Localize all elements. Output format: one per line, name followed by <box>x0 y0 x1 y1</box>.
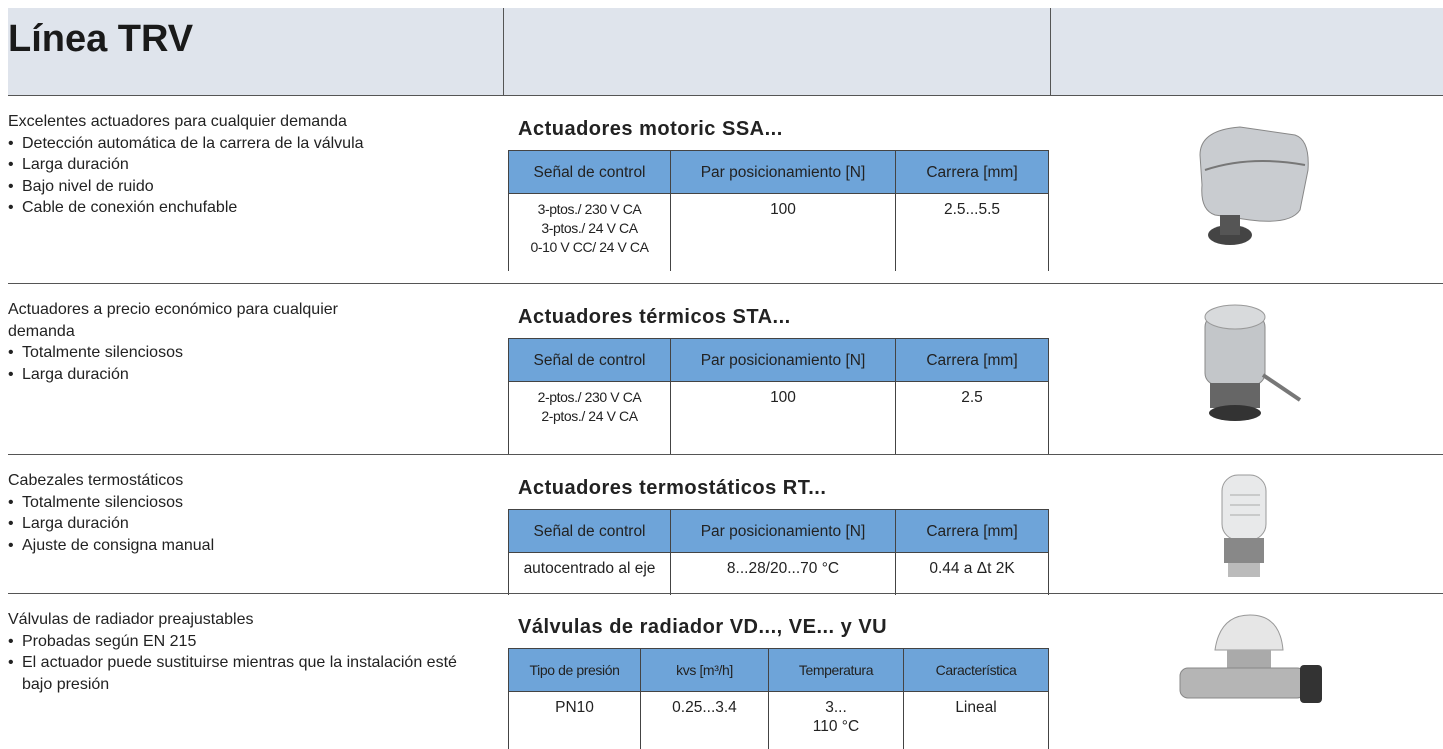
bullet: Probadas según EN 215 <box>8 631 488 653</box>
cell-line: 2.5 <box>961 389 983 406</box>
cell-line: 3... <box>825 699 847 716</box>
bullet: Larga duración <box>8 364 488 386</box>
data-cell: 8...28/20...70 °C <box>670 552 896 595</box>
page-title: Línea TRV <box>8 18 194 60</box>
header-cell: Carrera [mm] <box>895 338 1049 382</box>
header-cell: Par posicionamiento [N] <box>670 150 896 194</box>
header-row: Tipo de presión kvs [m³/h] Temperatura Cara… <box>508 648 1049 692</box>
header-cell: Señal de control <box>508 338 671 382</box>
bullet: Bajo nivel de ruido <box>8 176 488 198</box>
header-cell: Señal de control <box>508 150 671 194</box>
cell-line: PN10 <box>555 699 594 716</box>
data-row: autocentrado al eje 8...28/20...70 °C 0.44… <box>508 552 1049 595</box>
spec-table: Tipo de presión kvs [m³/h] Temperatura Cara… <box>508 648 1049 749</box>
product-title: Actuadores termostáticos RT... <box>518 477 827 499</box>
intro: Válvulas de radiador preajustables <box>8 611 254 628</box>
product-title: Actuadores motoric SSA... <box>518 118 783 140</box>
cell-line: 100 <box>770 201 796 218</box>
cell-line: 0-10 V CC/ 24 V CA <box>530 239 649 255</box>
header-cell: Carrera [mm] <box>895 150 1049 194</box>
section-divider <box>8 454 1443 455</box>
data-row: 3-ptos./ 230 V CA 3-ptos./ 24 V CA 0-10 V … <box>508 193 1049 271</box>
data-cell: 3... 110 °C <box>768 691 904 749</box>
product-image <box>1179 614 1322 703</box>
cell-line: 110 °C <box>812 718 860 735</box>
intro: Excelentes actuadores para cualquier dem… <box>8 113 347 130</box>
intro: Cabezales termostáticos <box>8 472 184 489</box>
divider <box>503 8 504 95</box>
header-row: Señal de control Par posicionamiento [N] C… <box>508 509 1049 553</box>
data-row: 2-ptos./ 230 V CA 2-ptos./ 24 V CA 100 2.5 <box>508 381 1049 455</box>
data-cell: 0.25...3.4 <box>640 691 769 749</box>
bullet: Ajuste de consigna manual <box>8 535 488 557</box>
cell-line: 3-ptos./ 24 V CA <box>541 220 638 236</box>
data-cell: autocentrado al eje <box>508 552 671 595</box>
description: Actuadores a precio económico para cualq… <box>8 299 488 385</box>
cell-line: 0.44 a Δt 2K <box>929 560 1015 577</box>
description: Válvulas de radiador preajustables Probad… <box>8 609 488 695</box>
cell-line: autocentrado al eje <box>523 560 656 577</box>
header-band <box>8 8 1443 95</box>
data-cell: Lineal <box>903 691 1049 749</box>
bullet: Larga duración <box>8 154 488 176</box>
header-cell: Carrera [mm] <box>895 509 1049 553</box>
cell-line: Lineal <box>955 699 997 716</box>
bullet: Larga duración <box>8 513 488 535</box>
header-cell: Señal de control <box>508 509 671 553</box>
bullet: Cable de conexión enchufable <box>8 197 488 219</box>
description: Cabezales termostáticos Totalmente silenc… <box>8 470 488 556</box>
header-cell: Característica <box>903 648 1049 692</box>
spec-table: Señal de control Par posicionamiento [N] C… <box>508 150 1049 271</box>
header-row: Señal de control Par posicionamiento [N] C… <box>508 150 1049 194</box>
cell-line: 100 <box>770 389 796 406</box>
header-cell: Par posicionamiento [N] <box>670 509 896 553</box>
header-cell: Tipo de presión <box>508 648 641 692</box>
cell-line: 2-ptos./ 230 V CA <box>537 389 642 405</box>
data-cell: 0.44 a Δt 2K <box>895 552 1049 595</box>
data-cell: 2.5 <box>895 381 1049 455</box>
cell-line: 2.5...5.5 <box>943 201 1000 218</box>
section-divider <box>8 283 1443 284</box>
data-cell: 3-ptos./ 230 V CA 3-ptos./ 24 V CA 0-10 V … <box>508 193 671 271</box>
cell-line: 2-ptos./ 24 V CA <box>541 408 638 424</box>
data-cell: 2-ptos./ 230 V CA 2-ptos./ 24 V CA <box>508 381 671 455</box>
bullet: Detección automática de la carrera de la… <box>8 133 488 155</box>
product-image <box>1221 474 1267 577</box>
bullet: El actuador puede sustituirse mientras q… <box>8 652 488 695</box>
data-cell: 100 <box>670 193 896 271</box>
spec-table: Señal de control Par posicionamiento [N] C… <box>508 338 1049 455</box>
cell-line: 0.25...3.4 <box>672 699 737 716</box>
product-image <box>1204 304 1302 421</box>
bullet: Totalmente silenciosos <box>8 342 488 364</box>
cell-line: 3-ptos./ 230 V CA <box>537 201 642 217</box>
cell-line: 8...28/20...70 °C <box>726 560 840 577</box>
product-title: Válvulas de radiador VD..., VE... y VU <box>518 616 888 638</box>
description: Excelentes actuadores para cualquier dem… <box>8 111 488 219</box>
section-divider <box>8 95 1443 96</box>
data-cell: 2.5...5.5 <box>895 193 1049 271</box>
header-cell: kvs [m³/h] <box>640 648 769 692</box>
header-cell: Par posicionamiento [N] <box>670 338 896 382</box>
product-image <box>1199 126 1309 245</box>
intro: Actuadores a precio económico para cualq… <box>8 301 338 340</box>
spec-table: Señal de control Par posicionamiento [N] C… <box>508 509 1049 595</box>
divider <box>1050 8 1051 95</box>
section-divider <box>8 593 1443 594</box>
data-cell: PN10 <box>508 691 641 749</box>
header-cell: Temperatura <box>768 648 904 692</box>
data-row: PN10 0.25...3.4 3... 110 °C Lineal <box>508 691 1049 749</box>
data-cell: 100 <box>670 381 896 455</box>
bullet: Totalmente silenciosos <box>8 492 488 514</box>
product-title: Actuadores térmicos STA... <box>518 306 791 328</box>
header-row: Señal de control Par posicionamiento [N] C… <box>508 338 1049 382</box>
